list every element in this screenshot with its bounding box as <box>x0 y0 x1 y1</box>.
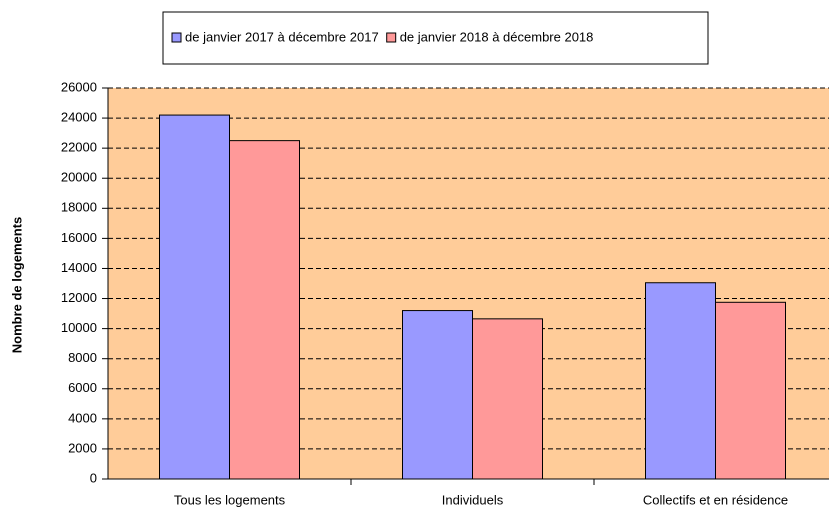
y-tick-label: 20000 <box>61 170 97 185</box>
y-tick-label: 14000 <box>61 260 97 275</box>
x-tick-label: Tous les logements <box>174 492 286 507</box>
y-tick-label: 18000 <box>61 200 97 215</box>
bar <box>229 140 300 480</box>
y-tick-label: 12000 <box>61 290 97 305</box>
y-tick-label: 24000 <box>61 110 97 125</box>
legend-label: de janvier 2017 à décembre 2017 <box>185 29 379 44</box>
y-tick-label: 8000 <box>68 350 97 365</box>
y-axis-title: Nombre de logements <box>9 217 24 354</box>
y-tick-label: 4000 <box>68 410 97 425</box>
y-tick-label: 10000 <box>61 320 97 335</box>
y-tick-label: 26000 <box>61 79 97 94</box>
y-tick-label: 2000 <box>68 440 97 455</box>
bar <box>715 301 786 480</box>
bar <box>472 318 543 480</box>
y-tick-label: 22000 <box>61 140 97 155</box>
legend-box <box>162 11 709 65</box>
bar <box>159 114 230 480</box>
legend-swatch <box>171 32 182 43</box>
bar <box>645 282 716 480</box>
y-tick-label: 6000 <box>68 380 97 395</box>
bar <box>402 310 473 480</box>
legend-swatch <box>386 32 397 43</box>
y-tick-label: 16000 <box>61 230 97 245</box>
legend-label: de janvier 2018 à décembre 2018 <box>400 29 594 44</box>
x-tick-label: Individuels <box>442 492 504 507</box>
y-tick-label: 0 <box>90 470 97 485</box>
x-tick-label: Collectifs et en résidence <box>643 492 788 507</box>
